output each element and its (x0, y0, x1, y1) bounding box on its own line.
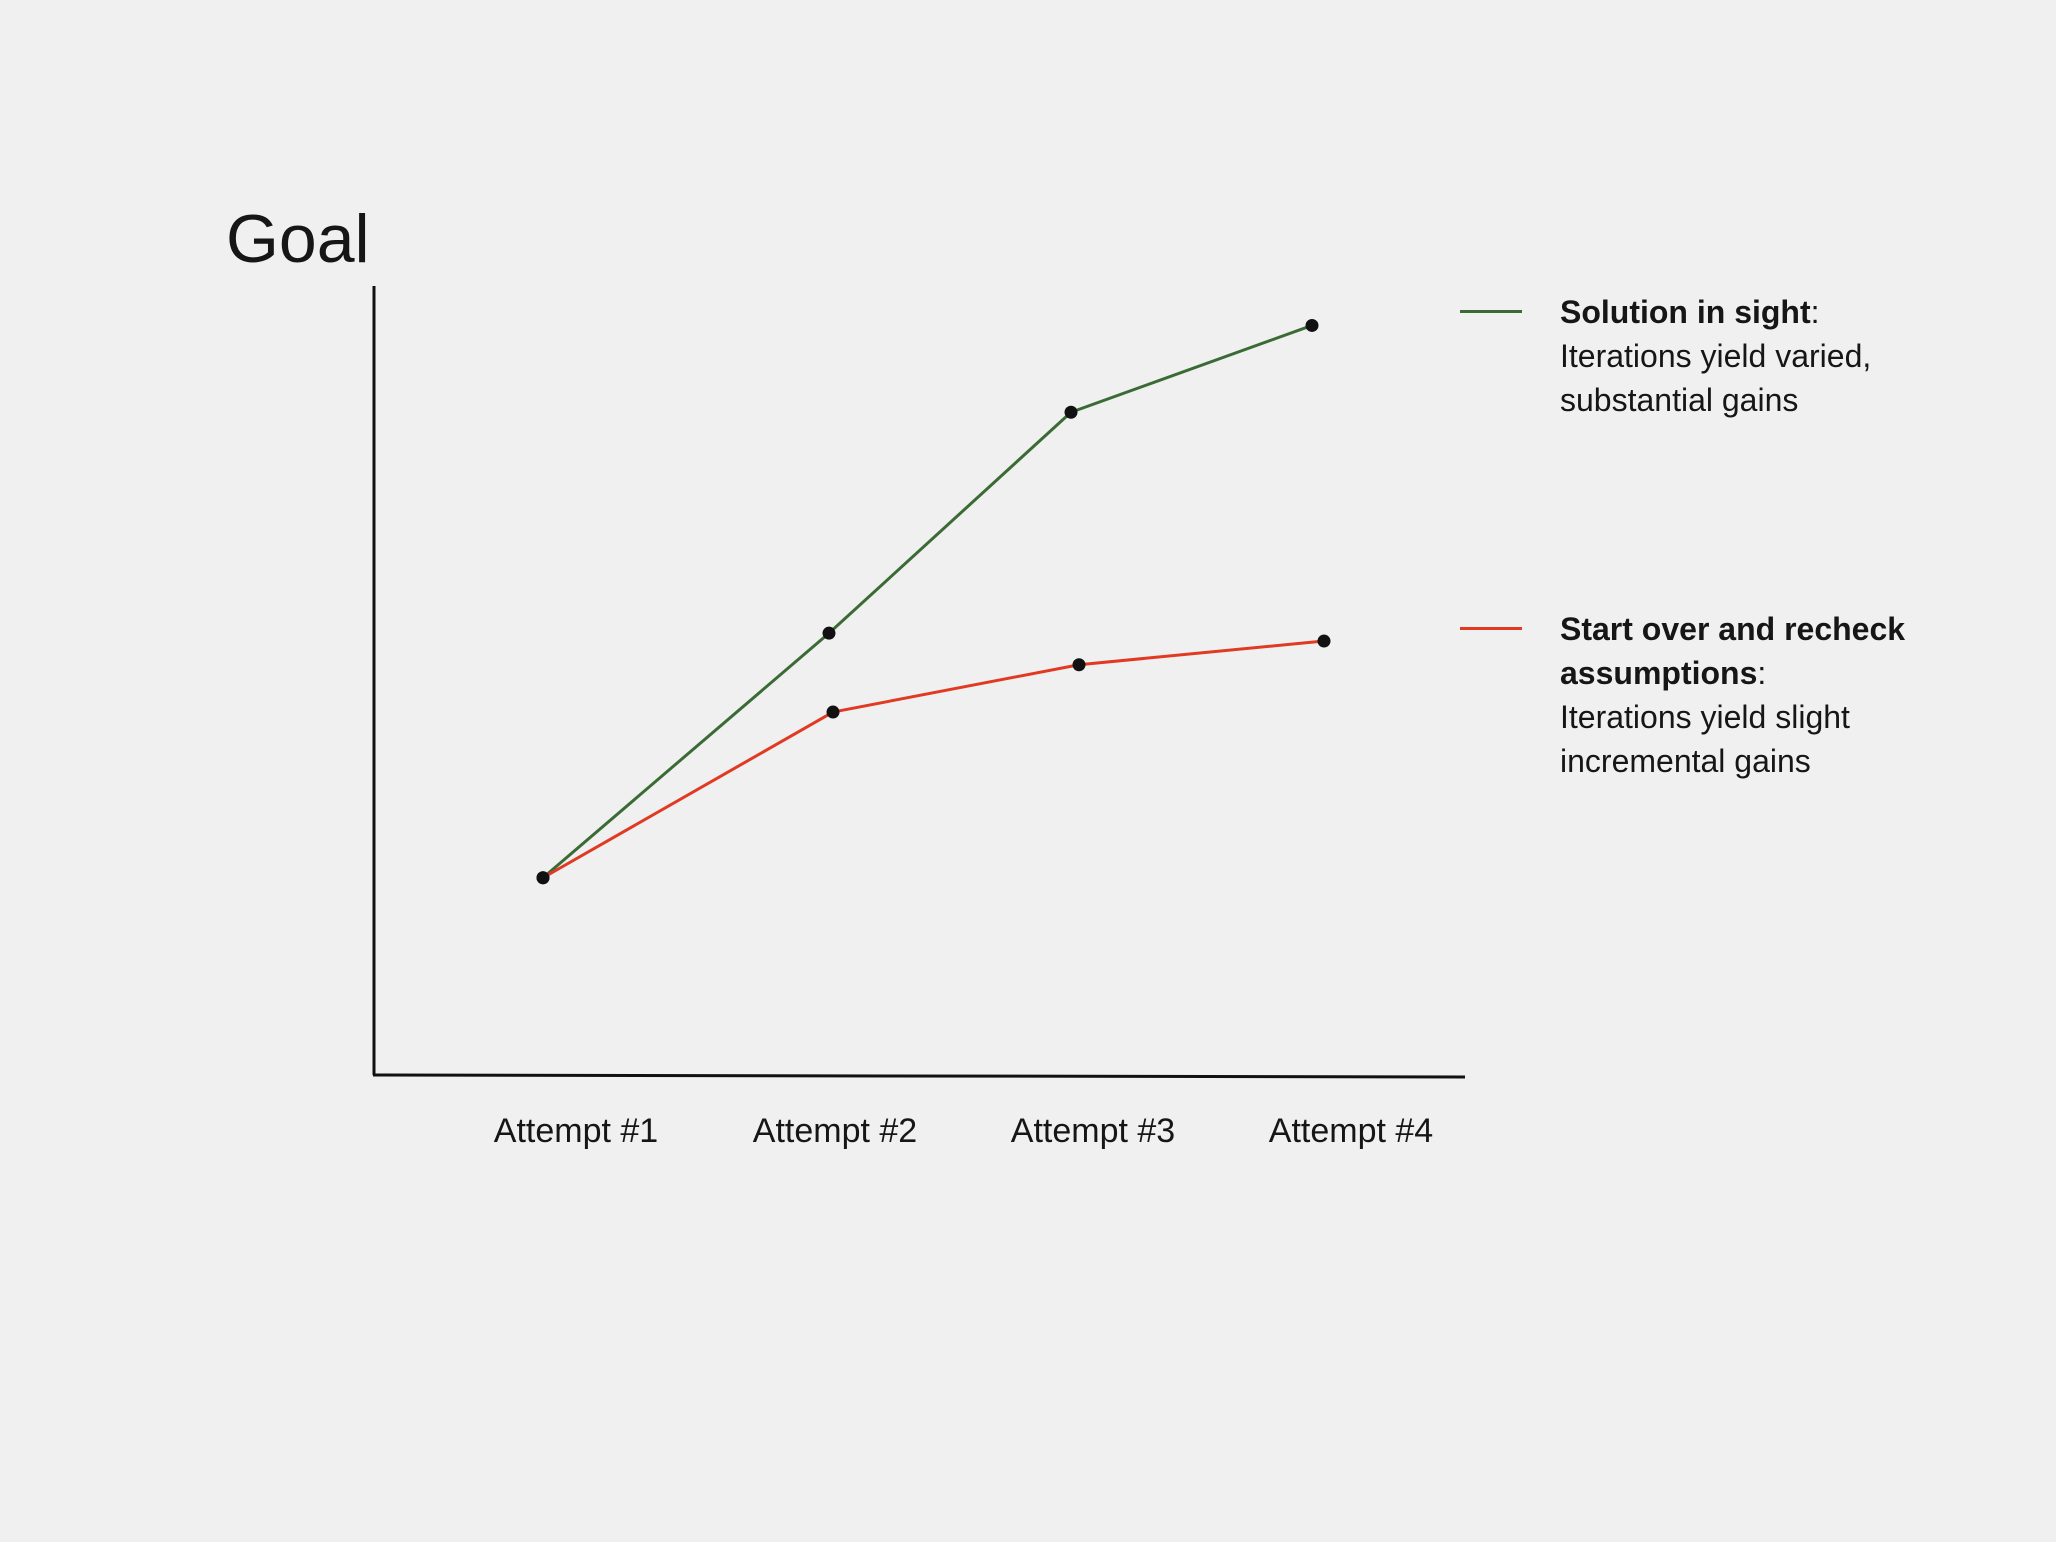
data-point-start-over-2 (826, 705, 840, 719)
data-point-solution-3 (1064, 405, 1078, 419)
data-point-start-over-3 (1072, 658, 1086, 672)
series-layer (542, 324, 1325, 880)
x-axis (372, 1073, 1466, 1079)
data-point-solution-4 (1305, 318, 1319, 332)
x-tick-label: Attempt #1 (494, 1112, 658, 1150)
legend-text-solution: Solution in sight: Iterations yield vari… (1560, 290, 2020, 422)
data-point-start-over-1 (536, 871, 550, 885)
series-line-solution (542, 324, 1313, 879)
legend-series-name: Solution in sight (1560, 294, 1811, 330)
x-tick-labels: Attempt #1 Attempt #2 Attempt #3 Attempt #4 (494, 1112, 1433, 1150)
x-tick-label: Attempt #4 (1269, 1112, 1433, 1150)
legend-series-description: Iterations yield slight incremental gain… (1560, 699, 1850, 779)
legend-colon: : (1757, 655, 1767, 691)
series-line-start-over (542, 639, 1325, 880)
legend-swatch-green (1460, 310, 1522, 313)
legend-series-name: Start over and recheck assumptions (1560, 611, 1906, 691)
legend-colon: : (1810, 294, 1820, 330)
data-point-start-over-4 (1317, 634, 1331, 648)
legend-series-description: Iterations yield varied, substantial gai… (1560, 338, 1872, 418)
legend-text-start-over: Start over and recheck assumptions: Iter… (1560, 607, 2020, 783)
legend-swatch-red (1460, 627, 1522, 630)
points-layer (536, 318, 1331, 885)
x-tick-label: Attempt #3 (1011, 1112, 1175, 1150)
data-point-solution-2 (822, 626, 836, 640)
y-axis-label: Goal (226, 201, 370, 277)
x-tick-label: Attempt #2 (753, 1112, 917, 1150)
